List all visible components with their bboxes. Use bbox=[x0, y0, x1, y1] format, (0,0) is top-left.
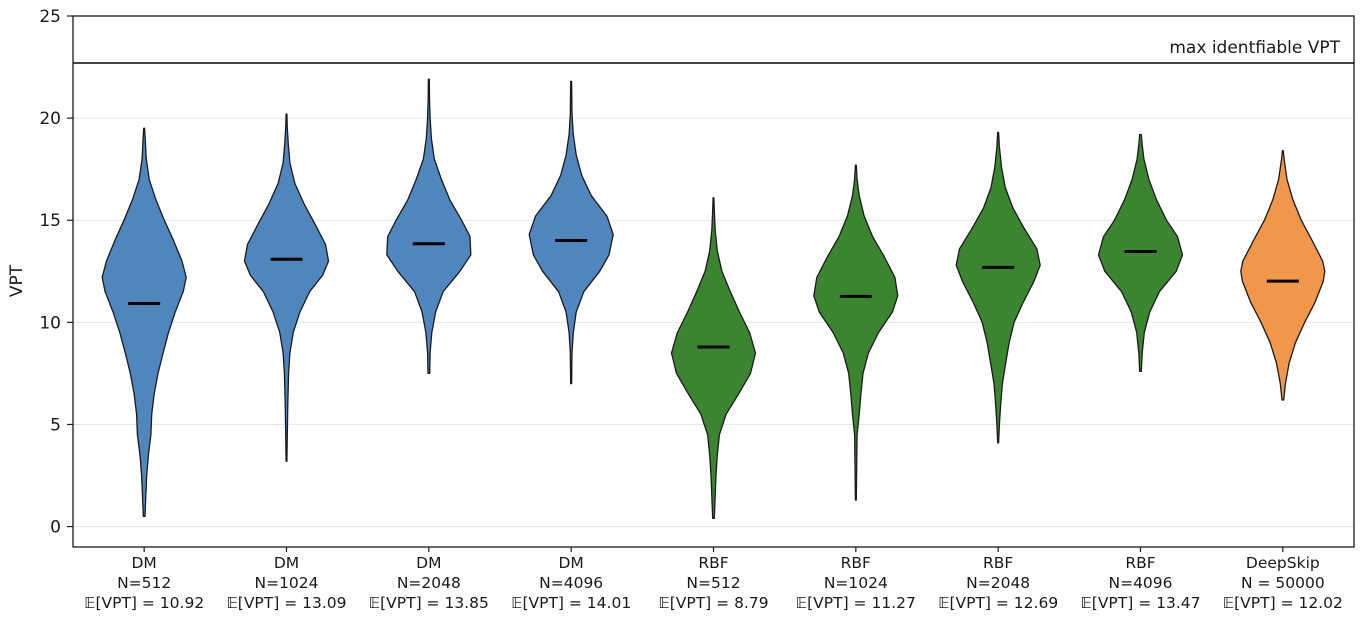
violin-body bbox=[955, 131, 1041, 444]
x-label-method: RBF bbox=[698, 554, 728, 572]
violin-body bbox=[813, 164, 899, 501]
x-label-mean: 𝔼[VPT] = 13.47 bbox=[1080, 594, 1200, 612]
y-axis: 0 5 10 15 20 25 bbox=[39, 7, 73, 538]
violin-body bbox=[1240, 150, 1326, 401]
x-label-mean: 𝔼[VPT] = 12.02 bbox=[1223, 594, 1343, 612]
x-label-mean: 𝔼[VPT] = 12.69 bbox=[938, 594, 1058, 612]
x-label-method: RBF bbox=[841, 554, 871, 572]
violin-body bbox=[528, 80, 614, 385]
x-label-n: N=2048 bbox=[966, 574, 1030, 592]
x-label-mean: 𝔼[VPT] = 10.92 bbox=[84, 594, 204, 612]
x-label-n: N=512 bbox=[117, 574, 171, 592]
x-axis-labels: DM N=512 𝔼[VPT] = 10.92 DM N=1024 𝔼[VPT] = 13… bbox=[84, 547, 1343, 612]
violin-body bbox=[101, 127, 187, 518]
x-label-method: DM bbox=[416, 554, 441, 572]
x-label-n: N=4096 bbox=[539, 574, 603, 592]
violin-body bbox=[386, 78, 472, 375]
reference-line-group: max identfiable VPT bbox=[73, 38, 1354, 64]
violin-body bbox=[243, 113, 330, 462]
x-label-mean: 𝔼[VPT] = 13.09 bbox=[226, 594, 346, 612]
x-label-method: RBF bbox=[1125, 554, 1155, 572]
x-label-mean: 𝔼[VPT] = 8.79 bbox=[658, 594, 768, 612]
y-tick-label: 20 bbox=[39, 109, 61, 129]
x-label-method: DeepSkip bbox=[1246, 554, 1320, 572]
x-label-mean: 𝔼[VPT] = 13.85 bbox=[369, 594, 489, 612]
x-label-n: N=512 bbox=[686, 574, 740, 592]
violin-body bbox=[670, 197, 757, 520]
y-tick-label: 5 bbox=[50, 415, 61, 435]
x-label-mean: 𝔼[VPT] = 11.27 bbox=[796, 594, 916, 612]
y-tick-label: 10 bbox=[39, 313, 61, 333]
x-label-n: N=1024 bbox=[824, 574, 888, 592]
x-label-method: DM bbox=[274, 554, 299, 572]
y-tick-label: 25 bbox=[39, 7, 61, 27]
violins bbox=[101, 78, 1326, 520]
x-label-n: N=1024 bbox=[254, 574, 318, 592]
x-label-method: DM bbox=[132, 554, 157, 572]
x-label-n: N = 50000 bbox=[1241, 574, 1325, 592]
x-label-n: N=4096 bbox=[1108, 574, 1172, 592]
y-tick-label: 0 bbox=[50, 518, 61, 538]
y-axis-title: VPT bbox=[7, 264, 27, 297]
y-tick-label: 15 bbox=[39, 211, 61, 231]
x-label-n: N=2048 bbox=[397, 574, 461, 592]
x-label-mean: 𝔼[VPT] = 14.01 bbox=[511, 594, 631, 612]
x-label-method: DM bbox=[559, 554, 584, 572]
max-vpt-label: max identfiable VPT bbox=[1169, 38, 1340, 58]
x-label-method: RBF bbox=[983, 554, 1013, 572]
